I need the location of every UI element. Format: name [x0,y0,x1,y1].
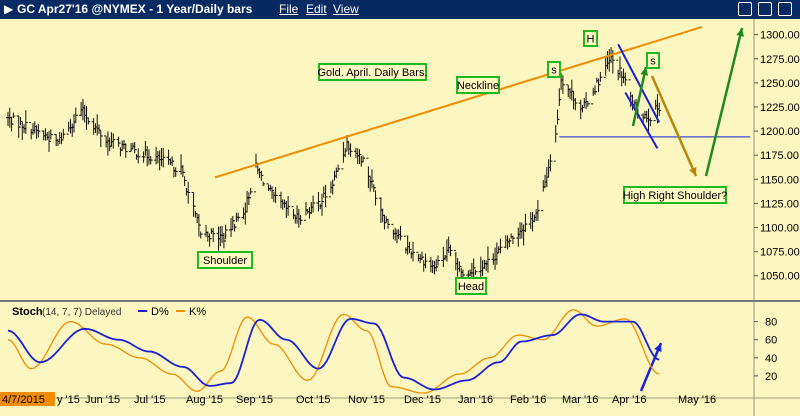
x-axis-date-label: 4/7/2015 [2,394,45,406]
x-axis-month-label: Nov '15 [348,394,385,406]
green-up-arrow-small-head [640,67,649,76]
x-axis-month-label: Mar '16 [562,394,598,406]
current-date-badge [0,392,55,406]
x-axis-month-label: Dec '15 [404,394,441,406]
label-s2-box [646,52,660,69]
price-tick-label: 1300.00 [760,30,800,42]
ohlc-bars [6,47,662,283]
chart-canvas: 1300.00 1275.00 1250.00 1225.00 1200.00 1175.… [0,19,800,416]
label-shoulder-box [197,251,253,269]
green-up-arrow-small-shaft [631,66,648,127]
channel-line [617,43,661,123]
label-high-right-shoulder: High Right Shoulder? [623,190,728,202]
label-high-right-shoulder-box [623,186,727,204]
green-up-arrow-large-head [736,28,744,37]
close-button[interactable] [778,2,792,16]
label-head: Head [458,281,484,293]
stoch-legend-params: (14, 7, 7) Delayed [42,307,122,318]
green-up-arrow-large-shaft [704,27,744,177]
title-bar: ▶ GC Apr27'16 @NYMEX - 1 Year/Daily bars… [0,0,800,19]
stoch-k-line [7,309,660,394]
label-h-box [583,30,598,47]
app-icon[interactable]: ▶ [4,2,14,16]
stoch-tick-label: 60 [765,335,777,347]
channel-line [624,92,659,149]
stoch-tick-label: 80 [765,317,777,329]
gold-down-arrow-shaft [650,75,698,177]
stoch-d-line [7,313,660,391]
label-head-box [455,277,487,295]
price-tick-label: 1125.00 [760,198,799,210]
label-neckline: Neckline [457,80,499,92]
gold-down-arrow-head [689,167,697,176]
label-shoulder: Shoulder [203,255,247,267]
menu-view[interactable]: View [333,2,359,16]
green-up-arrow-small [631,66,649,127]
minimize-button[interactable] [758,2,772,16]
x-axis-month-label: Jul '15 [134,394,165,406]
x-axis-month-label: May '16 [678,394,716,406]
x-axis-month-label: Feb '16 [510,394,546,406]
price-tick-label: 1150.00 [760,174,799,186]
x-axis-month-label: Jan '16 [458,394,493,406]
stoch-legend-title: Stoch [12,306,43,318]
plot-background [0,19,800,416]
price-tick-label: 1275.00 [760,54,800,66]
label-s2: s [650,56,656,68]
x-axis-month-label: Jun '15 [85,394,120,406]
price-tick-label: 1225.00 [760,102,800,114]
gold-down-arrow [650,75,698,177]
x-axis-month-label: Oct '15 [296,394,331,406]
label-gold-title: Gold. April. Daily Bars. [317,67,427,79]
x-axis-month-label: Apr '16 [612,394,647,406]
link-icon[interactable] [738,2,752,16]
price-tick-label: 1075.00 [760,247,800,259]
stoch-legend-d-label: D% [151,306,169,318]
window-title: GC Apr27'16 @NYMEX - 1 Year/Daily bars [17,2,253,16]
label-gold-title-box [318,63,427,81]
menu-file[interactable]: File [279,2,299,16]
x-axis-month-label: y '15 [57,394,80,406]
label-s1-box [547,61,561,78]
stoch-tick-label: 20 [765,371,777,383]
label-h: H [587,34,595,46]
x-axis-month-label: Aug '15 [186,394,223,406]
menu-edit[interactable]: Edit [306,2,327,16]
x-axis-month-label: Sep '15 [236,394,273,406]
label-s1: s [551,65,557,77]
label-neckline-box [456,76,500,94]
neckline-trendline [214,25,703,179]
stoch-tick-label: 40 [765,353,777,365]
blue-stoch-arrow-head [654,343,662,352]
stoch-legend-k-label: K% [189,306,206,318]
price-tick-label: 1200.00 [760,126,800,138]
price-tick-label: 1100.00 [760,223,799,235]
green-up-arrow-large [704,27,744,177]
price-tick-label: 1050.00 [760,271,800,283]
price-tick-label: 1250.00 [760,78,800,90]
price-tick-label: 1175.00 [760,150,799,162]
